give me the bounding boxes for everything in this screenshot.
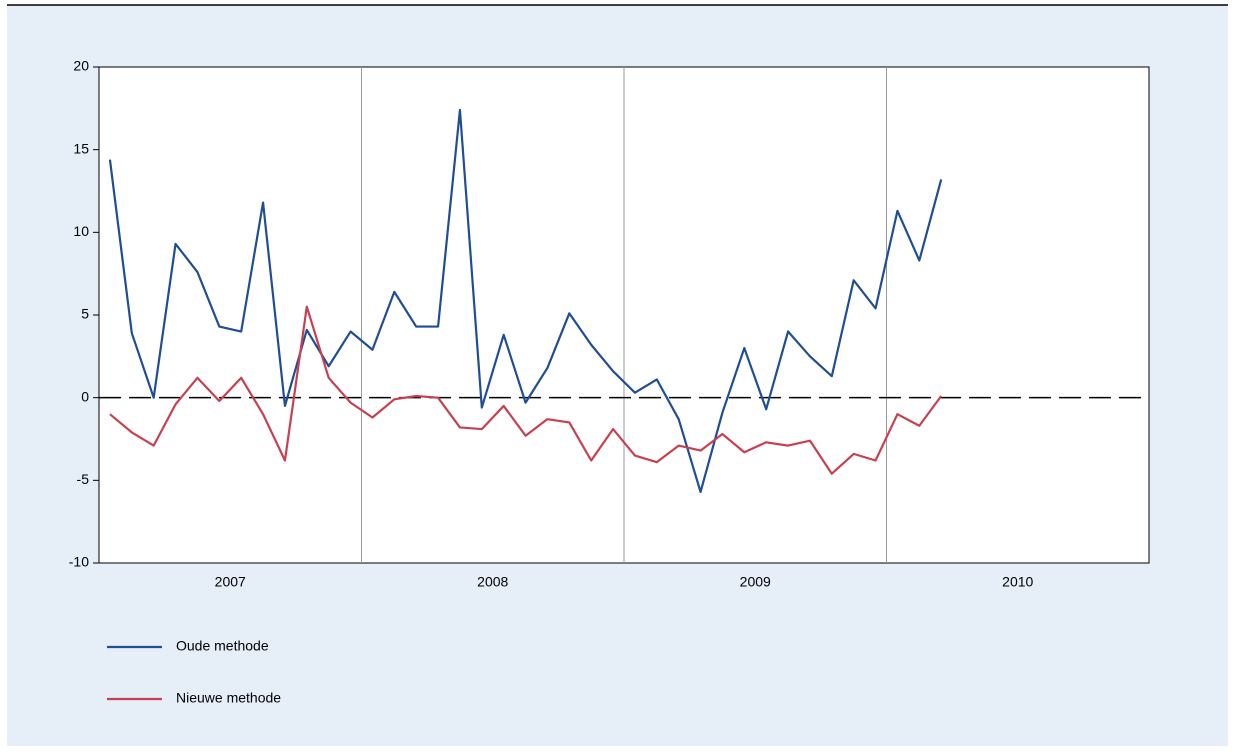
y-tick-label: 5 (81, 306, 89, 322)
y-tick-label: 0 (81, 388, 89, 404)
y-tick-label: 10 (73, 223, 89, 239)
legend-label: Oude methode (176, 638, 269, 654)
series-line (109, 305, 943, 475)
x-tick-label: 2008 (477, 574, 508, 590)
y-tick-label: 20 (73, 58, 89, 74)
x-tick-label: 2009 (740, 574, 771, 590)
legend-label: Nieuwe methode (176, 690, 281, 706)
y-tick-label: -10 (69, 554, 89, 570)
series-line (108, 108, 943, 494)
y-tick-label: 15 (73, 140, 89, 156)
x-tick-label: 2007 (215, 574, 246, 590)
y-tick-label: -5 (77, 471, 90, 487)
x-tick-label: 2010 (1002, 574, 1033, 590)
